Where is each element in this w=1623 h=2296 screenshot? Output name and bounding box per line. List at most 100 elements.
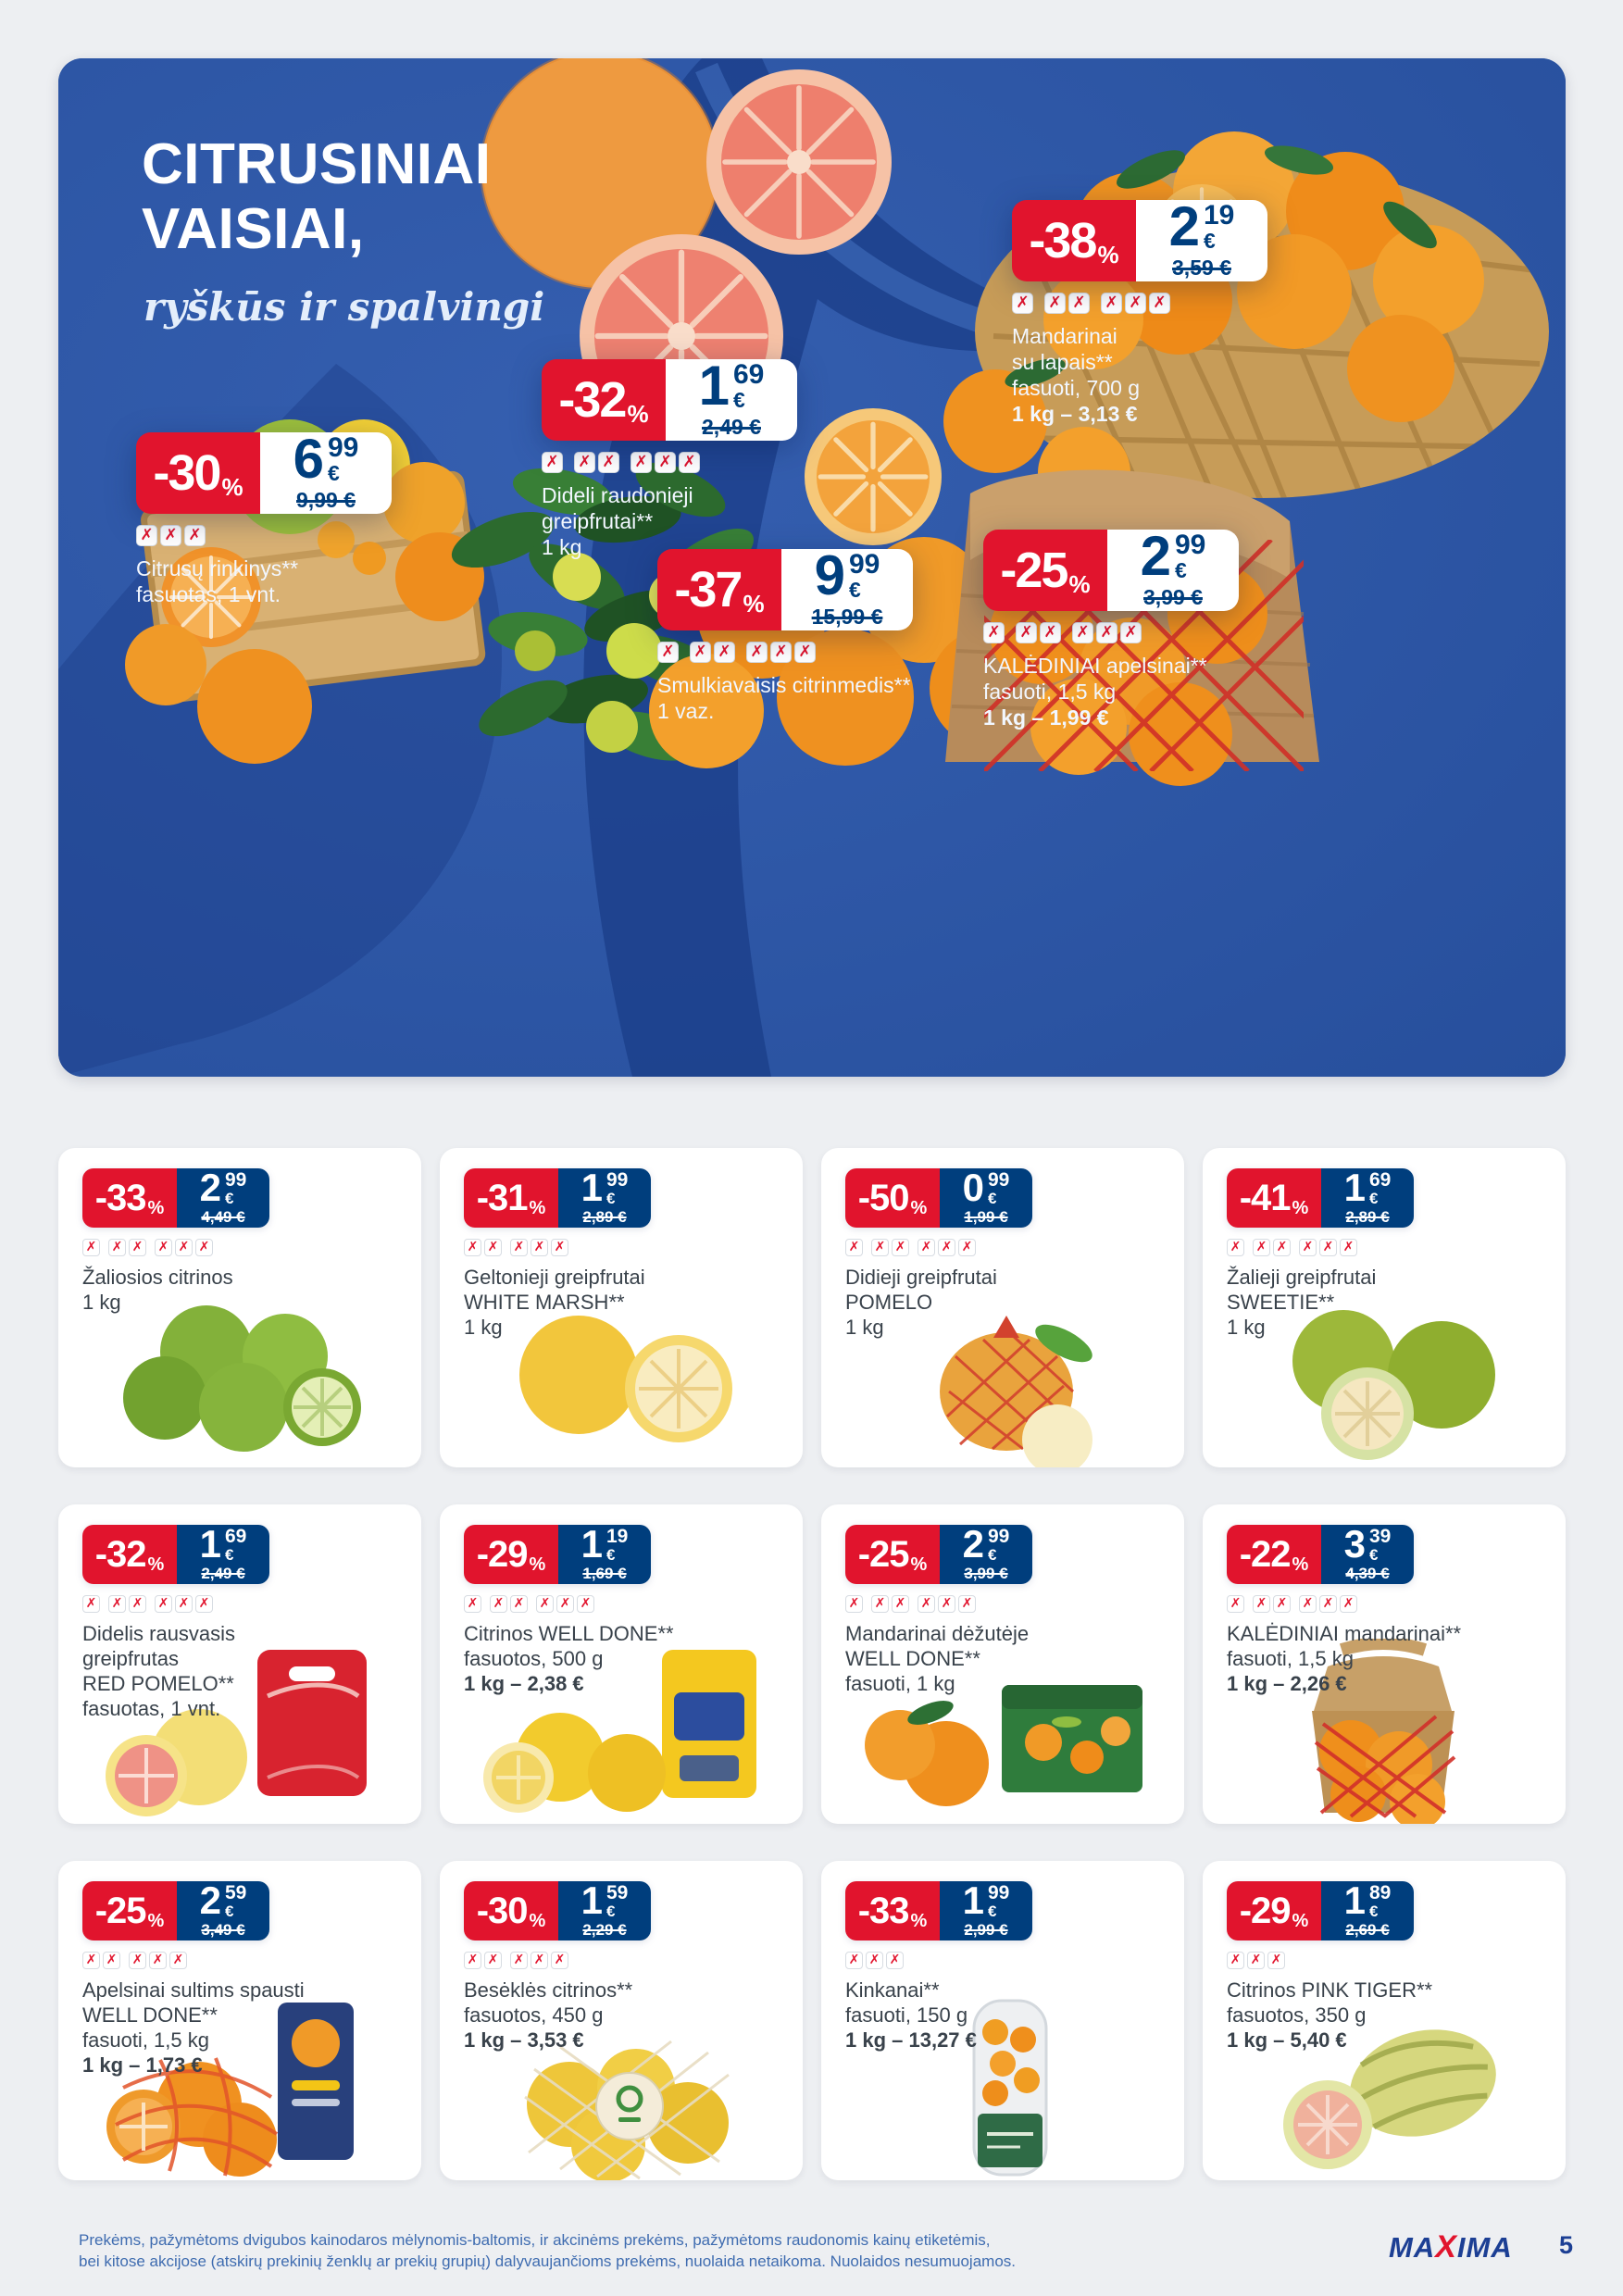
kumquat-tube-image [821,1995,1184,2180]
price-cents: 99 [606,1168,629,1191]
store-format-group: ✗ ✗ [690,642,735,663]
store-format-icon: ✗ [746,642,768,663]
discount-badge: -31 % [464,1168,558,1228]
product-caption: Didieji greipfrutai POMELO 1 kg [845,1265,1167,1340]
percent-sign: % [910,1910,928,1931]
price-badge: -37 % 9 99 € 15,99 € [657,547,913,630]
discount-value: -31 [476,1177,529,1218]
product-text-line: KALĖDINIAI mandarinai** [1227,1622,1462,1645]
product-card: -30 % 1 59 € 2,29 € ✗ ✗ ✗ ✗ ✗ Besėklės citri… [440,1861,803,2180]
unit-price: 1 kg – 2,38 € [464,1672,584,1695]
store-format-icon: ✗ [464,1239,481,1256]
old-price: 2,99 € [964,1920,1008,1939]
discount-badge: -41 % [1227,1168,1321,1228]
euro-sign: € [988,1902,997,1920]
price-euros: 1 [581,1165,603,1209]
store-format-icon: ✗ [195,1239,213,1256]
euro-sign: € [733,387,745,412]
product-card: -50 % 0 99 € 1,99 € ✗ ✗ ✗ ✗ ✗ ✗ Didieji greip… [821,1148,1184,1467]
store-format-group: ✗ ✗ [871,1595,909,1613]
footer-line: Prekėms, pažymėtoms dvigubos kainodaros … [79,2231,991,2249]
store-format-icon: ✗ [770,642,792,663]
euro-sign: € [606,1545,616,1564]
product-text-line: WELL DONE** [82,2003,218,2027]
hero-offer: -30 % 6 99 € 9,99 € ✗ ✗ ✗ Citrusų rinkinys… [136,427,423,607]
store-format-icon: ✗ [1227,1952,1244,1969]
price-badge: -38 % 2 19 € 3,59 € [1012,198,1267,281]
store-format-icon: ✗ [551,1952,568,1969]
price-euros: 6 [293,427,324,490]
store-format-group: ✗ ✗ [108,1595,146,1613]
old-price: 2,29 € [582,1920,627,1939]
discount-badge: -30 % [136,432,260,514]
product-text-line: KALĖDINIAI apelsinai** [983,654,1207,678]
store-format-icon: ✗ [794,642,816,663]
product-text-line: Žalieji greipfrutai [1227,1266,1377,1289]
hero-offer: -38 % 2 19 € 3,59 € ✗ ✗ ✗ ✗ ✗ ✗ Mandarinai su … [1012,198,1299,427]
product-text-line: Smulkiavaisis citrinmedis** [657,673,911,697]
maxima-x-icon: X [1435,2229,1457,2265]
old-price: 2,69 € [1345,1920,1390,1939]
discount-badge: -32 % [542,359,666,441]
discount-value: -25 [94,1890,147,1931]
store-format-icon: ✗ [1227,1595,1244,1613]
old-price: 15,99 € [811,604,883,629]
store-format-group: ✗ ✗ ✗ [845,1952,904,1969]
store-format-icons: ✗ ✗ ✗ ✗ ✗ ✗ [82,1239,405,1256]
store-format-group: ✗ ✗ ✗ [1299,1239,1357,1256]
euro-sign: € [1369,1545,1379,1564]
store-format-group: ✗ ✗ [464,1239,502,1256]
store-format-icon: ✗ [536,1595,554,1613]
discount-badge: -50 % [845,1168,940,1228]
store-format-icon: ✗ [1227,1239,1244,1256]
store-format-icon: ✗ [679,452,700,473]
discount-value: -29 [1239,1890,1292,1931]
euro-sign: € [1369,1189,1379,1207]
footer-line: bei kitose akcijose (atskirų prekinių že… [79,2252,1017,2270]
product-text-line: 1 vaz. [657,699,715,723]
store-format-icon: ✗ [892,1595,909,1613]
price-badge: -30 % 6 99 € 9,99 € [136,427,392,514]
store-format-group: ✗ [1012,293,1033,314]
product-text-line: Žaliosios citrinos [82,1266,233,1289]
percent-sign: % [910,1554,928,1575]
product-text-line: Citrusų rinkinys** [136,556,299,580]
store-format-group: ✗ ✗ [490,1595,528,1613]
store-format-icon: ✗ [1273,1239,1291,1256]
price-badge: -25 % 2 99 € 3,99 € [845,1524,1032,1584]
discount-value: -33 [94,1177,147,1218]
discount-value: -37 [674,562,743,618]
store-format-icon: ✗ [918,1595,935,1613]
percent-sign: % [1068,569,1091,598]
price-euros: 2 [199,1165,221,1209]
limes-image [58,1282,421,1467]
unit-price: 1 kg – 3,53 € [464,2028,584,2052]
product-text-line: Kinkanai** [845,1978,940,2002]
store-format-group: ✗ ✗ ✗ [630,452,700,473]
store-format-icon: ✗ [531,1239,548,1256]
product-text-line: Mandarinai dėžutėje [845,1622,1030,1645]
percent-sign: % [743,589,765,618]
price-box: 2 59 € 3,49 € [177,1878,269,1940]
store-format-icon: ✗ [1253,1239,1270,1256]
store-format-icon: ✗ [531,1952,548,1969]
store-format-icon: ✗ [886,1952,904,1969]
store-format-group: ✗ ✗ ✗ [155,1595,213,1613]
price-euros: 2 [199,1878,221,1922]
store-format-icon: ✗ [82,1595,100,1613]
store-format-icon: ✗ [1299,1239,1317,1256]
store-format-icon: ✗ [845,1595,863,1613]
store-format-icon: ✗ [1340,1239,1357,1256]
store-format-icon: ✗ [866,1952,883,1969]
product-caption: Smulkiavaisis citrinmedis** 1 vaz. [657,672,944,724]
product-text-line: fasuotos, 350 g [1227,2003,1367,2027]
price-box: 1 69 € 2,49 € [177,1524,269,1584]
product-card: -41 % 1 69 € 2,89 € ✗ ✗ ✗ ✗ ✗ ✗ Žalieji greip… [1203,1148,1566,1467]
store-format-icon: ✗ [892,1239,909,1256]
store-format-icon: ✗ [1149,293,1170,314]
product-text-line: fasuoti, 700 g [1012,376,1141,400]
discount-badge: -32 % [82,1525,177,1584]
store-format-icon: ✗ [542,452,563,473]
